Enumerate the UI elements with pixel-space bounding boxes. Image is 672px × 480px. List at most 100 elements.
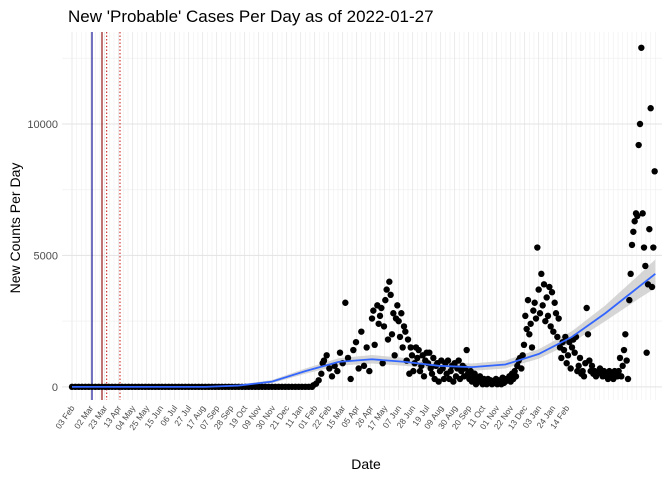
data-point <box>355 365 362 372</box>
data-point <box>560 346 568 354</box>
data-point <box>634 212 641 220</box>
data-point <box>444 357 452 364</box>
data-point <box>639 210 646 217</box>
data-point <box>535 286 542 293</box>
smooth-trend-line <box>72 273 656 388</box>
data-point <box>404 336 412 343</box>
data-point <box>564 352 572 359</box>
data-point <box>551 299 558 306</box>
data-point <box>379 360 386 367</box>
data-point <box>532 315 540 322</box>
data-point <box>344 354 352 362</box>
data-point <box>447 367 454 375</box>
data-point <box>651 168 658 175</box>
data-point <box>628 241 636 249</box>
data-point <box>571 349 578 356</box>
data-point <box>382 296 389 304</box>
data-point <box>410 367 417 375</box>
data-point <box>524 296 532 304</box>
data-point <box>527 320 534 327</box>
data-point <box>530 307 537 314</box>
data-point <box>407 344 414 351</box>
data-point <box>534 244 541 251</box>
data-point <box>399 344 406 351</box>
data-point <box>544 312 552 320</box>
data-point <box>370 307 377 314</box>
x-axis-title: Date <box>351 456 381 472</box>
data-point <box>528 344 536 351</box>
data-point <box>546 283 553 291</box>
data-point <box>450 378 457 385</box>
data-point <box>430 354 437 362</box>
data-point <box>415 346 422 354</box>
data-point <box>623 357 630 364</box>
confidence-band <box>72 259 656 388</box>
data-point <box>648 283 656 291</box>
data-point <box>376 312 384 320</box>
data-point <box>315 377 322 384</box>
data-point <box>631 218 638 225</box>
data-point <box>519 352 526 359</box>
data-point <box>395 317 402 325</box>
data-point <box>426 349 433 356</box>
data-points <box>68 44 658 391</box>
data-point <box>320 357 328 364</box>
data-point <box>350 346 357 354</box>
data-point <box>526 331 533 338</box>
data-point <box>427 365 434 372</box>
data-point <box>563 360 570 367</box>
data-point <box>550 328 557 335</box>
data-point <box>523 325 530 333</box>
data-point <box>378 304 385 312</box>
data-point <box>414 354 421 362</box>
data-point <box>408 352 416 359</box>
trend-line <box>72 273 656 388</box>
data-point <box>512 373 520 380</box>
data-point <box>328 373 336 380</box>
reference-lines <box>91 32 121 400</box>
data-point <box>615 367 622 375</box>
data-point <box>536 310 544 317</box>
data-point <box>522 312 529 320</box>
data-point <box>416 367 424 375</box>
data-point <box>547 323 554 330</box>
data-point <box>580 373 588 380</box>
data-point <box>548 289 556 296</box>
data-point <box>363 344 370 351</box>
data-point <box>620 346 628 354</box>
data-point <box>638 44 645 51</box>
data-point <box>624 375 632 383</box>
data-point <box>538 270 545 278</box>
data-point <box>558 354 565 362</box>
data-point <box>554 333 561 341</box>
data-point <box>323 352 330 359</box>
data-point <box>358 328 365 335</box>
data-point <box>618 373 625 380</box>
data-point <box>384 336 392 343</box>
data-point <box>586 357 593 364</box>
data-point <box>627 270 634 278</box>
data-point <box>387 291 394 299</box>
y-axis-ticks: 0 5000 10000 <box>27 119 58 394</box>
data-point <box>647 105 654 112</box>
data-point <box>646 225 653 233</box>
data-point <box>394 302 401 309</box>
data-point <box>555 315 562 322</box>
data-point <box>398 310 405 317</box>
data-point <box>390 310 397 317</box>
data-point <box>635 141 642 149</box>
data-point <box>326 365 333 372</box>
data-point <box>583 304 590 312</box>
data-point <box>622 331 629 338</box>
y-axis-title: New Counts Per Day <box>7 163 23 294</box>
data-point <box>375 320 382 327</box>
data-point <box>400 323 408 330</box>
data-point <box>388 331 396 338</box>
data-point <box>420 373 428 380</box>
data-point <box>568 344 576 351</box>
data-point <box>511 367 518 375</box>
data-point <box>584 331 592 338</box>
data-point <box>630 228 637 235</box>
